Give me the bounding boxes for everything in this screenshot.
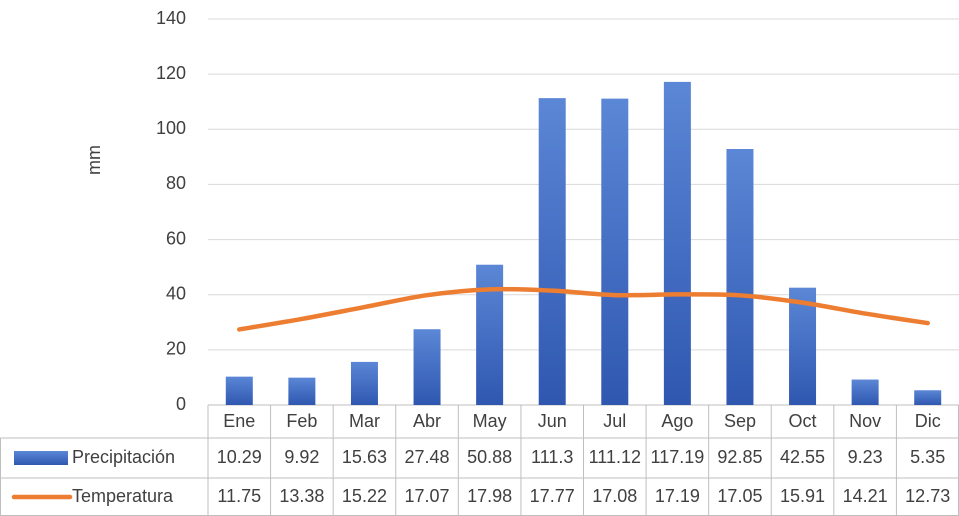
legend-label: Temperatura	[72, 486, 174, 506]
bar	[789, 287, 817, 405]
table-cell: 9.92	[284, 447, 319, 467]
y-tick-label: 100	[156, 118, 186, 138]
x-tick-label: Jul	[603, 411, 626, 431]
bar	[413, 329, 441, 405]
bar	[476, 264, 504, 405]
table-cell: 50.88	[467, 447, 512, 467]
y-tick-label: 120	[156, 63, 186, 83]
line	[237, 286, 930, 332]
bar	[914, 390, 942, 405]
table-cell: 12.73	[905, 486, 950, 506]
x-tick-label: Sep	[724, 411, 756, 431]
y-tick-label: 40	[166, 283, 186, 303]
x-tick-label: May	[473, 411, 507, 431]
table-cell: 5.35	[910, 447, 945, 467]
x-tick-label: Ene	[223, 411, 255, 431]
y-tick-label: 80	[166, 173, 186, 193]
table-cell: 111.3	[531, 447, 573, 467]
legend-label: Precipitación	[72, 447, 175, 467]
x-tick-label: Mar	[349, 411, 380, 431]
table-cell: 117.19	[651, 447, 705, 467]
bar	[350, 361, 378, 405]
table-cell: 11.75	[217, 486, 261, 506]
y-tick-label: 0	[176, 394, 186, 414]
bar	[225, 376, 253, 405]
table-cell: 17.77	[530, 486, 575, 506]
legend-key	[14, 451, 68, 465]
table-cell: 17.05	[717, 486, 762, 506]
bar	[851, 379, 879, 405]
table-cell: 17.07	[405, 486, 450, 506]
bar	[726, 148, 754, 406]
bar	[288, 377, 316, 405]
y-tick-label: 140	[156, 8, 186, 28]
table-cell: 17.98	[467, 486, 512, 506]
x-tick-label: Abr	[413, 411, 441, 431]
x-tick-label: Nov	[849, 411, 881, 431]
table-cell: 42.55	[780, 447, 825, 467]
table-cell: 9.23	[848, 447, 883, 467]
bar	[663, 81, 691, 405]
x-tick-label: Dic	[915, 411, 941, 431]
table-cell: 17.08	[592, 486, 637, 506]
table-cell: 13.38	[279, 486, 324, 506]
x-tick-label: Oct	[789, 411, 817, 431]
table-cell: 15.91	[780, 486, 825, 506]
x-tick-label: Jun	[538, 411, 567, 431]
x-tick-label: Feb	[286, 411, 317, 431]
table-cell: 17.19	[655, 486, 700, 506]
bar	[538, 98, 566, 405]
bar	[601, 98, 629, 406]
table-cell: 15.22	[342, 486, 387, 506]
table-cell: 10.29	[217, 447, 262, 467]
y-tick-label: 20	[166, 339, 186, 359]
table-cell: 111.12	[589, 447, 641, 467]
table-cell: 14.21	[843, 486, 888, 506]
y-axis-label: mm	[84, 145, 104, 175]
table-cell: 15.63	[342, 447, 387, 467]
y-tick-label: 60	[166, 228, 186, 248]
table-cell: 27.48	[405, 447, 450, 467]
table-cell: 92.85	[717, 447, 762, 467]
x-tick-label: Ago	[661, 411, 693, 431]
